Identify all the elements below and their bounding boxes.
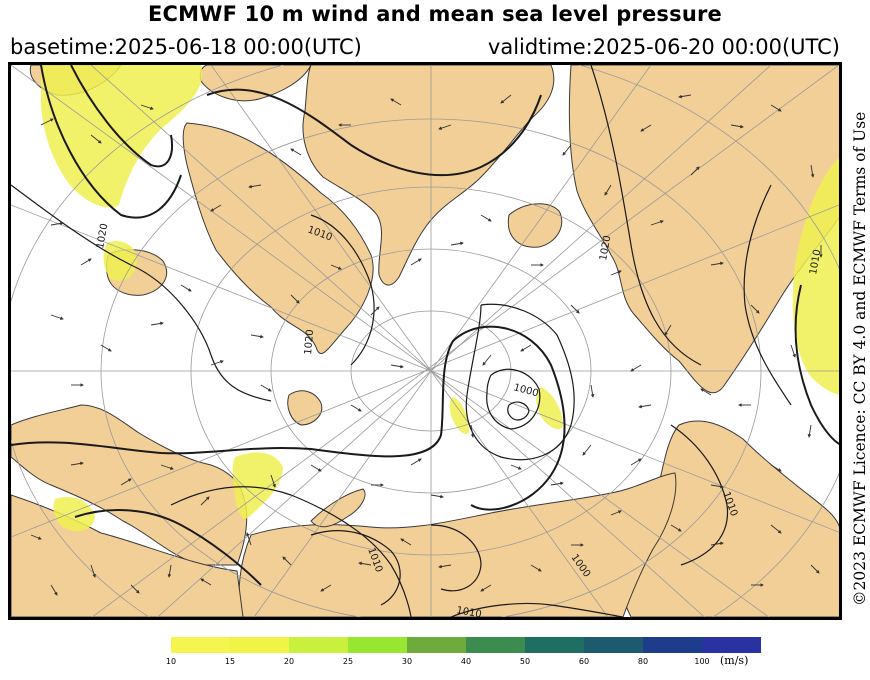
colorbar bbox=[171, 637, 761, 653]
isobar-line bbox=[11, 184, 272, 402]
wind-area-low-east bbox=[536, 387, 563, 430]
isobar-line bbox=[310, 214, 375, 366]
isobar-layer bbox=[11, 65, 839, 617]
colorbar-tick-label: 100 bbox=[694, 657, 710, 666]
colorbar-segment bbox=[643, 637, 702, 653]
colorbar-segment bbox=[171, 637, 230, 653]
land-greenland bbox=[182, 122, 374, 354]
land-canada-islands-2 bbox=[507, 203, 563, 248]
isobar-line bbox=[743, 184, 792, 406]
isobar-line bbox=[507, 401, 530, 421]
wind-area-alaska-east bbox=[792, 157, 839, 395]
land-siberia bbox=[238, 472, 677, 617]
isobar-line bbox=[74, 509, 262, 586]
colorbar-tick-label: 80 bbox=[637, 657, 649, 666]
isobar-line bbox=[70, 65, 173, 168]
land-ellesmere-top bbox=[199, 65, 312, 102]
colorbar-tick-label: 40 bbox=[460, 657, 472, 666]
isobar-line bbox=[170, 486, 412, 617]
land-canada-north bbox=[568, 65, 839, 394]
colorbar-segment bbox=[702, 637, 761, 653]
isobar-label: 1020 bbox=[303, 329, 316, 355]
colorbar-tick-label: 25 bbox=[342, 657, 354, 666]
land-novaya-zemlya bbox=[310, 488, 366, 528]
isobar-label: 1010 bbox=[808, 249, 823, 276]
isobar-line bbox=[794, 284, 839, 446]
isobar-line bbox=[40, 65, 182, 219]
colorbar-segment bbox=[348, 637, 407, 653]
graticule-layer bbox=[11, 65, 839, 617]
basetime-label: basetime:2025-06-18 00:00(UTC) bbox=[10, 35, 362, 59]
colorbar-tick-label: 15 bbox=[224, 657, 236, 666]
wind-area-north-atlantic bbox=[41, 65, 203, 208]
isobar-label: 1010 bbox=[455, 605, 482, 617]
isobar-label: 1000 bbox=[512, 382, 539, 399]
colorbar-segment bbox=[289, 637, 348, 653]
licence-text: ©2023 ECMWF Licence: CC BY 4.0 and ECMWF… bbox=[851, 111, 869, 606]
land-svalbard bbox=[287, 390, 323, 426]
isobar-line bbox=[670, 424, 729, 566]
isobar-line bbox=[450, 602, 624, 617]
colorbar-tick-label: 20 bbox=[283, 657, 295, 666]
isobar-line bbox=[465, 303, 575, 461]
colorbar-segment bbox=[407, 637, 466, 653]
isobar-line bbox=[430, 524, 482, 592]
isobar-line bbox=[206, 88, 542, 177]
isobar-label: 1020 bbox=[598, 235, 613, 262]
chart-title: ECMWF 10 m wind and mean sea level press… bbox=[147, 2, 722, 26]
wind-area-low-west bbox=[449, 397, 469, 434]
colorbar-tick-label: 60 bbox=[578, 657, 590, 666]
wind-area-scandinavia bbox=[53, 497, 95, 532]
isobar-label: 1020 bbox=[95, 223, 110, 250]
colorbar-tick-label: 10 bbox=[165, 657, 177, 666]
wind-vector-layer bbox=[30, 94, 823, 596]
isobar-line bbox=[310, 530, 401, 606]
colorbar-segment bbox=[466, 637, 525, 653]
colorbar-segment bbox=[525, 637, 584, 653]
weather-map: 1010 1020 1000 1020 1010 1010 1000 1010 … bbox=[8, 62, 842, 620]
isobar-line bbox=[486, 368, 541, 430]
colorbar-segment bbox=[584, 637, 643, 653]
isobar-line bbox=[11, 325, 566, 511]
colorbar-tick-label: 50 bbox=[519, 657, 531, 666]
wind-area-iceland bbox=[103, 241, 137, 281]
colorbar-segment bbox=[230, 637, 289, 653]
colorbar-unit: (m/s) bbox=[720, 654, 749, 667]
isobar-line bbox=[590, 65, 702, 366]
validtime-label: validtime:2025-06-20 00:00(UTC) bbox=[487, 35, 840, 59]
colorbar-tick-label: 30 bbox=[401, 657, 413, 666]
wind-area-barents bbox=[232, 452, 283, 519]
